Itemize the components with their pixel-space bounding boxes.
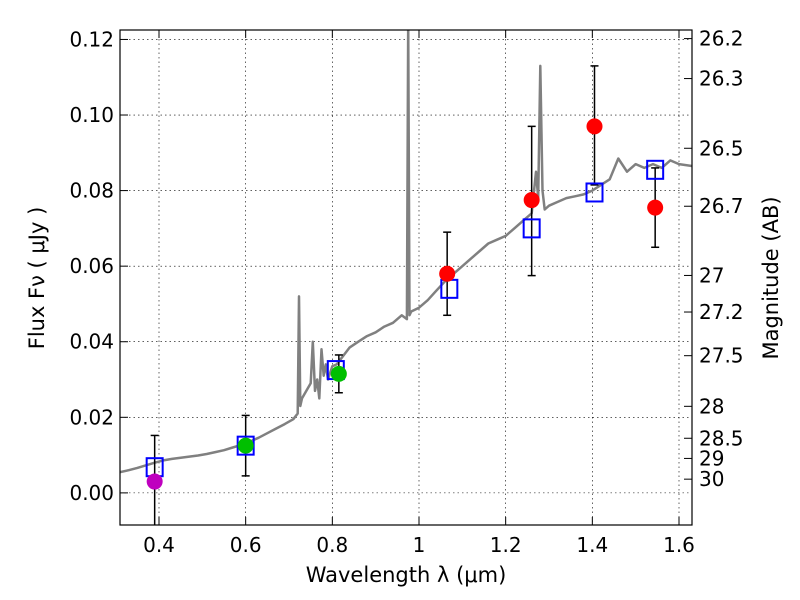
observed-photometry-point [330, 365, 347, 382]
errorbar-layer [150, 65, 660, 525]
observed-point-layer [146, 118, 664, 490]
y-tick-label: 0.04 [69, 330, 114, 354]
observed-photometry-point [146, 473, 163, 490]
observed-photometry-point [647, 199, 664, 216]
mag-tick-label: 29 [699, 446, 724, 470]
tick-layer [120, 30, 692, 525]
observed-photometry-point [523, 192, 540, 209]
x-tick-label: 0.6 [230, 533, 262, 557]
mag-tick-label: 30 [699, 467, 724, 491]
grid-layer [120, 30, 692, 525]
x-tick-label: 1.2 [490, 533, 522, 557]
mag-tick-label: 28 [699, 394, 724, 418]
line-layer [120, 30, 692, 474]
model-photometry-square [522, 218, 541, 239]
x-tick-label: 0.8 [316, 533, 348, 557]
observed-photometry-point [586, 118, 603, 135]
sed-model-line [120, 30, 692, 474]
y-tick-label: 0.06 [69, 254, 114, 278]
x-tick-label: 1.4 [576, 533, 608, 557]
x-tick-label: 1 [413, 533, 426, 557]
mag-tick-label: 26.7 [699, 194, 744, 218]
y-tick-label: 0.00 [69, 481, 114, 505]
mag-tick-label: 27.5 [699, 344, 744, 368]
y-tick-label: 0.02 [69, 405, 114, 429]
y-tick-label: 0.10 [69, 103, 114, 127]
mag-tick-label: 26.2 [699, 27, 744, 51]
x-tick-label: 0.4 [143, 533, 175, 557]
mag-tick-label: 26.3 [699, 67, 744, 91]
observed-photometry-point [237, 437, 254, 454]
y2-axis-title: Magnitude (AB) [759, 196, 783, 359]
tick-label-layer: 0.4 0.6 0.8 1 1.2 1.4 1.6 0.00 0.02 0.04 0.06 0.08 0… [69, 27, 743, 557]
y-tick-label: 0.12 [69, 27, 114, 51]
mag-tick-label: 26.5 [699, 136, 744, 160]
mag-tick-label: 28.5 [699, 426, 744, 450]
mag-tick-label: 27.2 [699, 300, 744, 324]
model-photometry-square [646, 159, 665, 180]
y-tick-label: 0.08 [69, 179, 114, 203]
observed-photometry-point [439, 265, 456, 282]
mag-tick-label: 27 [699, 263, 724, 287]
model-photometry-square [585, 182, 604, 203]
plot-frame [119, 29, 693, 526]
y-axis-title: Flux Fν ( μJy ) [25, 207, 49, 350]
x-tick-label: 1.6 [663, 533, 695, 557]
x-axis-title: Wavelength λ (μm) [306, 563, 507, 587]
